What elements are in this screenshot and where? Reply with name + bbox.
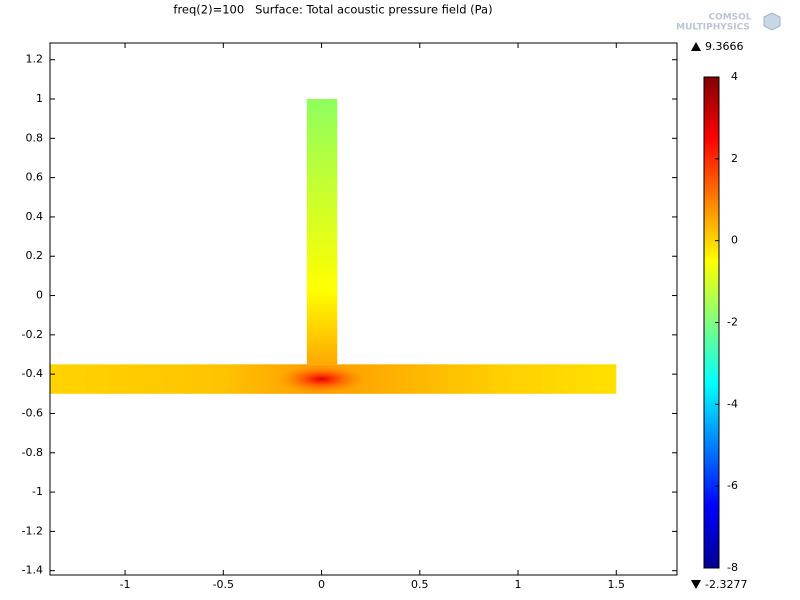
plot-frame xyxy=(49,42,678,576)
x-tick-label: -0.5 xyxy=(213,578,234,591)
min-label: -2.3277 xyxy=(705,578,747,591)
logo-text: COMSOL xyxy=(708,13,751,23)
max-label: 9.3666 xyxy=(705,40,744,53)
x-tick-label: 1 xyxy=(515,578,522,591)
chart-title: freq(2)=100 Surface: Total acoustic pres… xyxy=(173,3,492,17)
logo-text: MULTIPHYSICS xyxy=(676,23,750,33)
x-tick-label: -1 xyxy=(120,578,131,591)
y-tick-label: -1.4 xyxy=(22,564,43,577)
colorbar-tick-label: 0 xyxy=(731,234,738,247)
y-tick-label: 0.6 xyxy=(26,171,44,184)
y-tick-label: -1 xyxy=(32,485,43,498)
colorbar-tick-label: 2 xyxy=(731,152,738,165)
colorbar-tick-label: 4 xyxy=(731,70,738,83)
colorbar-tick-label: -4 xyxy=(727,397,738,410)
y-tick-label: 0 xyxy=(36,289,43,302)
domain xyxy=(306,99,338,365)
colorbar-tick-label: -6 xyxy=(727,479,738,492)
max-marker xyxy=(691,42,701,51)
x-tick-label: 0.5 xyxy=(411,578,429,591)
colorbar-tick-label: -2 xyxy=(727,316,738,329)
x-tick-label: 0 xyxy=(318,578,325,591)
y-tick-label: 1 xyxy=(36,92,43,105)
min-marker xyxy=(691,580,701,589)
y-tick-label: -1.2 xyxy=(22,524,43,537)
y-tick-label: 0.8 xyxy=(26,131,44,144)
logo-icon xyxy=(763,12,781,31)
y-tick-label: 1.2 xyxy=(26,53,44,66)
y-tick-label: -0.8 xyxy=(22,446,43,459)
y-tick-label: -0.6 xyxy=(22,406,43,419)
y-tick-label: 0.4 xyxy=(26,210,44,223)
y-tick-label: -0.4 xyxy=(22,367,43,380)
hotspot xyxy=(276,365,367,394)
colorbar-tick-label: -8 xyxy=(727,561,738,574)
x-tick-label: 1.5 xyxy=(608,578,626,591)
y-tick-label: -0.2 xyxy=(22,328,43,341)
y-tick-label: 0.2 xyxy=(26,249,44,262)
